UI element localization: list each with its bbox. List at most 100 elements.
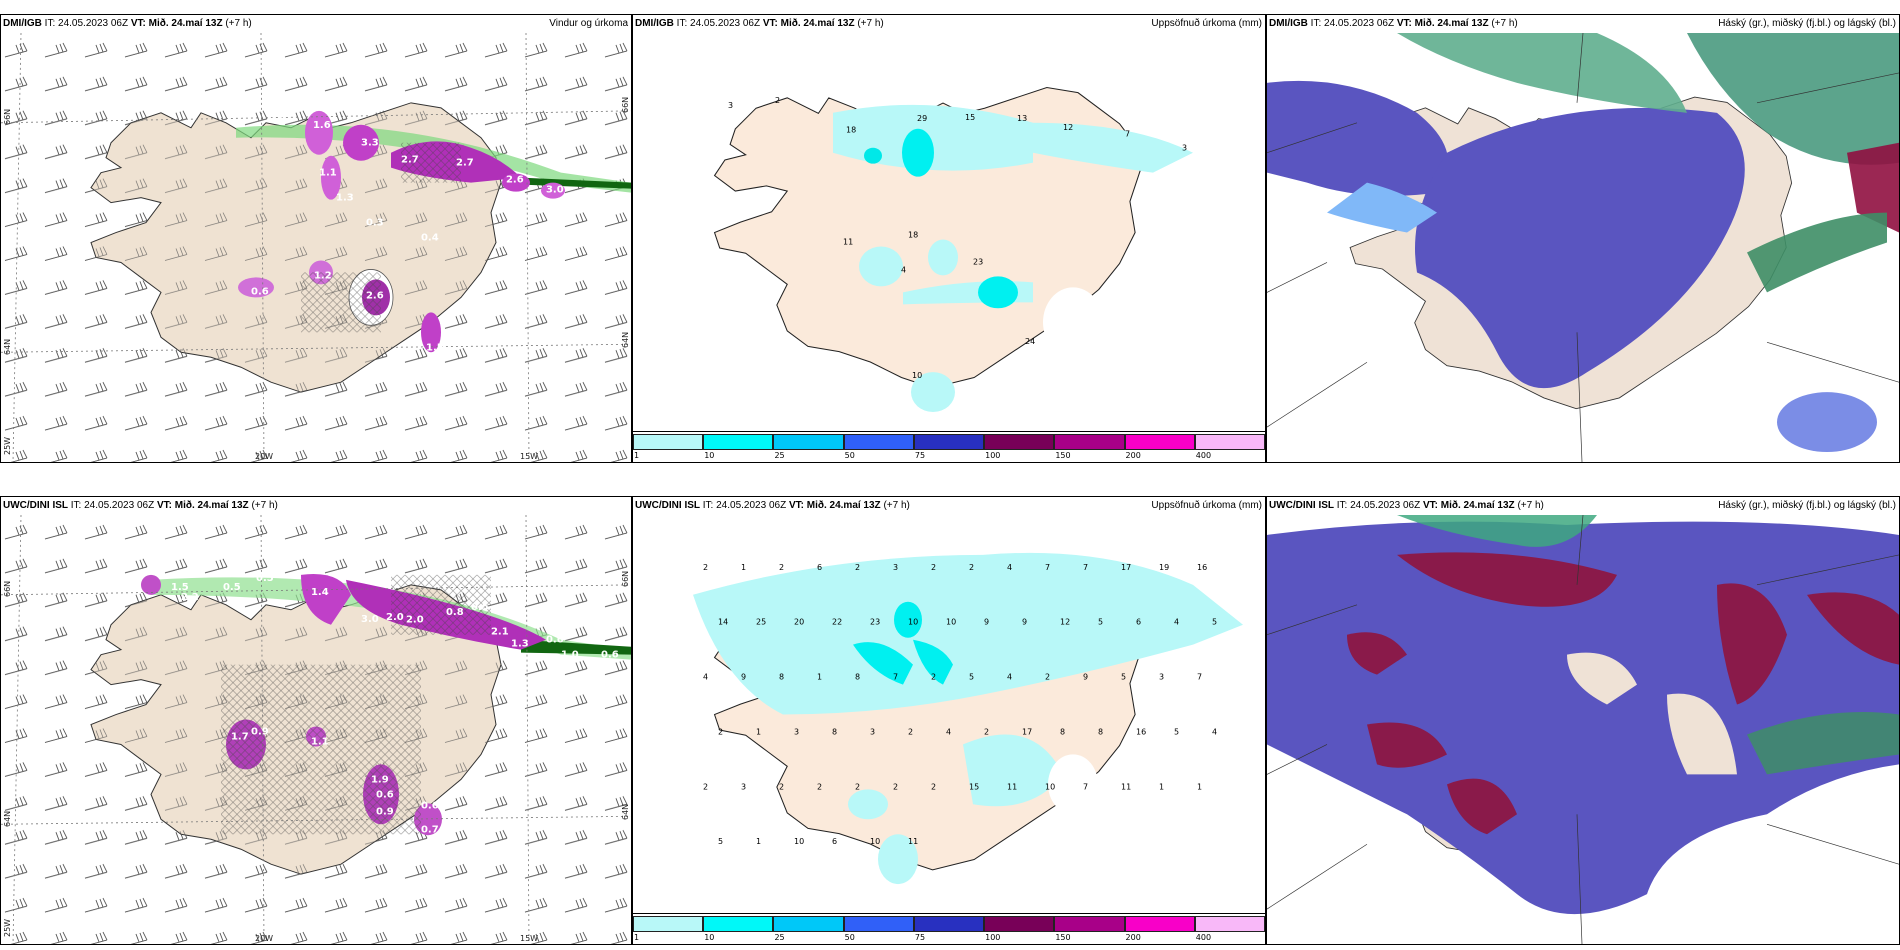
contour-label: 0.8 xyxy=(446,607,464,618)
contour-label: 11 xyxy=(1007,782,1017,791)
contour-label: 15 xyxy=(969,782,979,791)
it-label: IT: xyxy=(70,500,82,511)
colorbar-swatch xyxy=(773,916,844,932)
vt-value: Mið. 24.maí 13Z xyxy=(806,500,881,511)
it-value: 24.05.2023 06Z xyxy=(690,18,761,29)
contour-label: 4 xyxy=(901,265,906,274)
vt-value: Mið. 24.maí 13Z xyxy=(1440,500,1515,511)
contour-label: 18 xyxy=(846,126,856,135)
contour-label: 2 xyxy=(984,727,989,736)
lat-label: 66N xyxy=(3,108,12,125)
contour-label: 5 xyxy=(1212,618,1217,627)
contour-label: 1 xyxy=(1197,782,1202,791)
contour-label: 2 xyxy=(1045,673,1050,682)
contour-label: 4 xyxy=(1174,618,1179,627)
contour-label: 0.5 xyxy=(256,573,274,584)
contour-label: 6 xyxy=(832,837,837,846)
colorbar-swatch xyxy=(773,434,844,450)
contour-label: 2 xyxy=(931,673,936,682)
contour-label: 1.2 xyxy=(314,270,332,281)
contour-label: 5 xyxy=(718,837,723,846)
contour-label: 3 xyxy=(1159,673,1164,682)
contour-label: 4 xyxy=(1007,673,1012,682)
contour-label: 23 xyxy=(870,618,880,627)
colorbar-swatch xyxy=(703,916,774,932)
model-name: UWC/DINI ISL xyxy=(635,500,700,511)
lead-time: (+7 h) xyxy=(225,18,252,29)
contour-label: 3 xyxy=(1182,144,1187,153)
contour-label: 7 xyxy=(1083,563,1088,572)
it-label: IT: xyxy=(676,18,688,29)
contour-label: 1.4 xyxy=(311,587,329,598)
colorbar-swatch xyxy=(913,916,985,932)
contour-label: 1.5 xyxy=(426,342,444,353)
contour-label: 3 xyxy=(794,727,799,736)
contour-label: 1.3 xyxy=(336,193,354,204)
contour-label: 2 xyxy=(817,782,822,791)
contour-label: 1 xyxy=(741,563,746,572)
model-name: DMI/IGB xyxy=(3,18,42,29)
contour-label: 12 xyxy=(1060,618,1070,627)
contour-label: 1.9 xyxy=(371,774,389,785)
contour-label: 4 xyxy=(703,673,708,682)
model-name: DMI/IGB xyxy=(1269,18,1308,29)
contour-label: 4 xyxy=(1007,563,1012,572)
contour-label: 2 xyxy=(703,782,708,791)
it-value: 24.05.2023 06Z xyxy=(58,18,129,29)
colorbar-tick-label: 150 xyxy=(1055,451,1071,460)
colorbar-tick-label: 200 xyxy=(1125,933,1141,942)
colorbar-tick-label: 25 xyxy=(774,933,785,942)
contour-label: 25 xyxy=(756,618,766,627)
vt-label: VT: xyxy=(156,500,172,511)
contour-label: 5 xyxy=(1098,618,1103,627)
colorbar-swatch xyxy=(1124,434,1195,450)
panel-title: Uppsöfnuð úrkoma (mm) xyxy=(1151,18,1262,29)
contour-label: 2.0 xyxy=(386,612,404,623)
vt-value: Mið. 24.maí 13Z xyxy=(148,18,223,29)
colorbar-tick-label: 1 xyxy=(634,933,640,942)
lon-label: 15W xyxy=(520,934,539,943)
lon-label: 20W xyxy=(255,934,274,943)
vt-label: VT: xyxy=(762,18,778,29)
contour-label: 14 xyxy=(718,618,728,627)
contour-label: 2.2 xyxy=(181,592,199,603)
contour-label: 2.6 xyxy=(506,175,524,186)
contour-label: 4 xyxy=(946,727,951,736)
contour-label: 5 xyxy=(969,673,974,682)
panel-header: UWC/DINI ISL IT: 24.05.2023 06Z VT: Mið.… xyxy=(633,497,1265,515)
cloud-panel-dmi: DMI/IGB IT: 24.05.2023 06Z VT: Mið. 24.m… xyxy=(1266,14,1900,463)
colorbar-tick-label: 50 xyxy=(844,933,855,942)
contour-label: 2 xyxy=(779,782,784,791)
contour-label: 23 xyxy=(973,257,983,266)
contour-label: 3 xyxy=(741,782,746,791)
model-name: DMI/IGB xyxy=(635,18,674,29)
colorbar-tick-label: 25 xyxy=(774,451,785,460)
contour-label: 11 xyxy=(908,837,918,846)
panel-header: UWC/DINI ISL IT: 24.05.2023 06Z VT: Mið.… xyxy=(1267,497,1899,515)
colorbar-tick-label: 100 xyxy=(985,451,1001,460)
model-name: UWC/DINI ISL xyxy=(1269,500,1334,511)
contour-label: 0.6 xyxy=(376,789,394,800)
contour-label: 1.0 xyxy=(561,650,579,661)
contour-label: 2.7 xyxy=(401,155,419,166)
it-value: 24.05.2023 06Z xyxy=(1350,500,1421,511)
it-label: IT: xyxy=(1336,500,1348,511)
contour-label: 12 xyxy=(1063,123,1073,132)
contour-label: 17 xyxy=(1022,727,1032,736)
vt-value: Mið. 24.maí 13Z xyxy=(780,18,855,29)
vt-label: VT: xyxy=(130,18,146,29)
lon-label: 15W xyxy=(520,452,539,461)
accum-map: 2 1 2 6 2 3 2 2 4 7 7 17 19 16 14 25 20 22 23 10 10 9 9 12 5 6 4 5 4… xyxy=(633,515,1265,914)
contour-label: 10 xyxy=(946,618,956,627)
contour-label: 1 xyxy=(756,837,761,846)
contour-label: 11 xyxy=(843,237,853,246)
wind-map: 0.6 1.6 3.3 2.7 2.7 2.6 3.0 1.1 1.3 0.3 0.6 1.2 2.6 1… xyxy=(1,33,631,462)
contour-label: 0.6 xyxy=(546,635,564,646)
it-value: 24.05.2023 06Z xyxy=(1324,18,1395,29)
contour-label: 0.6 xyxy=(268,113,286,124)
contour-label: 9 xyxy=(984,618,989,627)
contour-label: 6 xyxy=(1136,618,1141,627)
contour-label: 0.9 xyxy=(376,806,394,817)
lat-label: 66N xyxy=(3,580,12,597)
vt-value: Mið. 24.maí 13Z xyxy=(1414,18,1489,29)
